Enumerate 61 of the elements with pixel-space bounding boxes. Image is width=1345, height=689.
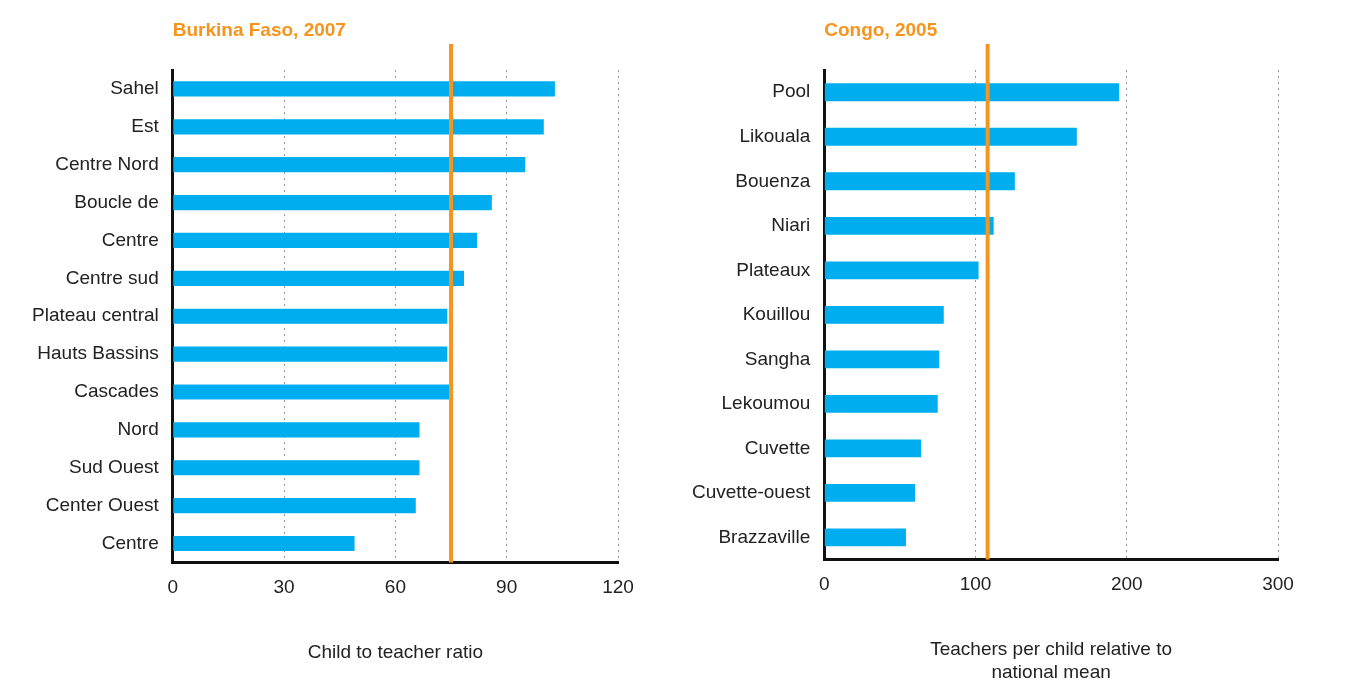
- bar: [824, 528, 906, 547]
- bar: [824, 261, 979, 280]
- bar: [173, 384, 450, 400]
- bar: [824, 83, 1120, 102]
- x-axis-title: Child to teacher ratio: [307, 640, 484, 662]
- y-tick-label: Sahel: [110, 77, 159, 99]
- x-tick-label: 0: [167, 576, 179, 598]
- y-tick-label: Bouenza: [735, 169, 811, 191]
- y-tick-label: Sud Ouest: [68, 455, 160, 477]
- bar: [173, 346, 448, 362]
- y-tick-label: Centre Nord: [55, 152, 159, 174]
- y-tick-label: Kouillou: [742, 303, 811, 325]
- bar: [824, 127, 1077, 146]
- y-tick-label: Cuvette: [744, 436, 811, 458]
- bar: [173, 194, 492, 211]
- y-tick-label: Centre: [101, 228, 159, 250]
- bar: [173, 270, 465, 286]
- bar: [173, 498, 416, 514]
- y-tick-label: Est: [131, 115, 160, 137]
- bar: [824, 394, 938, 413]
- y-tick-label: Center Ouest: [45, 493, 160, 515]
- y-tick-label: Pool: [772, 80, 811, 102]
- bar: [824, 350, 940, 369]
- y-tick-label: Niari: [771, 214, 811, 236]
- y-tick-label: Hauts Bassins: [37, 342, 159, 364]
- bar: [824, 172, 1015, 191]
- bar: [824, 439, 922, 458]
- x-tick-label: 200: [1110, 573, 1143, 595]
- y-tick-label: Likouala: [739, 125, 811, 146]
- x-tick-label: 90: [496, 576, 518, 598]
- y-tick-label: Plateau central: [32, 304, 159, 326]
- bar: [173, 119, 544, 135]
- bar: [173, 422, 420, 438]
- bar: [173, 232, 477, 249]
- y-tick-label: Centre sud: [65, 266, 159, 288]
- y-tick-label: Plateaux: [736, 258, 811, 280]
- x-tick-label: 120: [602, 576, 634, 598]
- bar: [173, 535, 355, 552]
- y-tick-label: Lekoumou: [721, 392, 811, 414]
- bar: [173, 81, 555, 97]
- x-tick-label: 0: [819, 573, 830, 595]
- bar: [824, 483, 916, 502]
- chart-title: Congo, 2005: [824, 18, 938, 40]
- y-tick-label: Sangha: [744, 347, 811, 369]
- y-tick-label: Nord: [117, 418, 159, 440]
- bar: [824, 305, 944, 324]
- y-tick-label: Boucle de: [74, 190, 159, 212]
- bar: [173, 157, 526, 173]
- x-tick-label: 30: [273, 576, 295, 598]
- y-tick-label: Centre: [101, 531, 159, 553]
- bar: [173, 308, 448, 324]
- y-tick-label: Cuvette-ouest: [691, 481, 811, 503]
- x-axis-title: Teachers per child relative to national mean: [930, 638, 1173, 682]
- bar: [824, 216, 994, 235]
- bar: [173, 460, 420, 476]
- y-tick-label: Brazzaville: [718, 525, 811, 547]
- y-tick-label: Cascades: [74, 380, 159, 402]
- x-tick-label: 300: [1262, 573, 1294, 595]
- x-tick-label: 60: [384, 576, 406, 598]
- chart-title: Burkina Faso, 2007: [172, 18, 346, 40]
- x-tick-label: 100: [959, 573, 992, 595]
